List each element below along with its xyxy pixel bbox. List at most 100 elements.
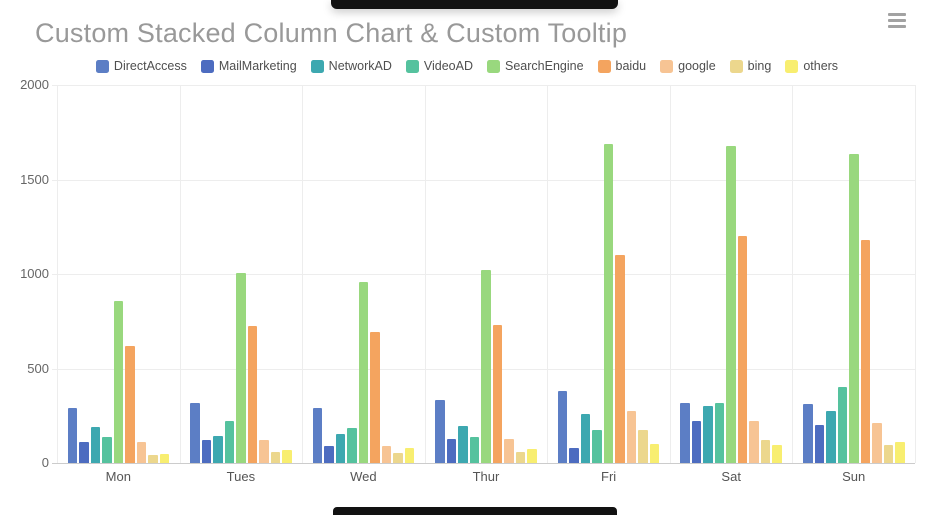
- bar-SearchEngine-Thur[interactable]: [481, 270, 491, 463]
- legend-swatch-icon: [95, 59, 109, 73]
- bar-NetworkAD-Sat[interactable]: [703, 406, 713, 463]
- legend-label: baidu: [615, 59, 647, 73]
- legend-item-VideoAD[interactable]: VideoAD: [405, 59, 473, 73]
- bar-google-Sat[interactable]: [749, 421, 759, 463]
- bar-google-Wed[interactable]: [381, 446, 392, 463]
- bar-VideoAD-Sat[interactable]: [714, 402, 725, 463]
- bar-VideoAD-Tues[interactable]: [224, 421, 235, 463]
- category-gridline: [302, 85, 304, 463]
- bar-baidu-Mon[interactable]: [125, 345, 135, 463]
- bar-NetworkAD-Thur[interactable]: [458, 426, 468, 463]
- bar-bing-Wed[interactable]: [393, 452, 403, 463]
- y-axis-label: 1000: [20, 266, 49, 281]
- bar-baidu-Sun[interactable]: [860, 240, 870, 463]
- legend-item-SearchEngine[interactable]: SearchEngine: [487, 59, 584, 73]
- legend-swatch-icon: [785, 59, 799, 73]
- bar-SearchEngine-Sun[interactable]: [849, 154, 859, 463]
- x-axis-label: Mon: [105, 469, 131, 484]
- bar-VideoAD-Mon[interactable]: [102, 436, 112, 463]
- bar-google-Thur[interactable]: [504, 439, 514, 463]
- bar-DirectAccess-Wed[interactable]: [312, 408, 323, 463]
- y-gridline: [52, 85, 915, 86]
- bar-google-Fri[interactable]: [626, 411, 637, 463]
- bar-SearchEngine-Wed[interactable]: [358, 281, 369, 463]
- legend-label: MailMarketing: [218, 59, 297, 73]
- legend-item-google[interactable]: google: [660, 59, 716, 73]
- legend-item-NetworkAD[interactable]: NetworkAD: [310, 59, 392, 73]
- bar-MailMarketing-Wed[interactable]: [324, 446, 334, 463]
- bar-bing-Tues[interactable]: [270, 451, 281, 463]
- bar-MailMarketing-Tues[interactable]: [201, 440, 212, 463]
- bar-baidu-Thur[interactable]: [492, 325, 503, 463]
- bar-google-Mon[interactable]: [136, 442, 146, 463]
- bar-DirectAccess-Fri[interactable]: [557, 391, 568, 463]
- bar-NetworkAD-Wed[interactable]: [335, 433, 346, 463]
- bar-MailMarketing-Sat[interactable]: [691, 421, 702, 463]
- bar-baidu-Wed[interactable]: [370, 331, 380, 463]
- bar-google-Tues[interactable]: [259, 440, 269, 463]
- x-axis-label: Sun: [842, 469, 866, 484]
- bar-MailMarketing-Mon[interactable]: [79, 442, 89, 463]
- bar-NetworkAD-Sun[interactable]: [826, 411, 836, 463]
- bar-bing-Sun[interactable]: [883, 445, 893, 463]
- legend-label: DirectAccess: [113, 59, 187, 73]
- bar-DirectAccess-Mon[interactable]: [67, 408, 77, 463]
- page-title: Custom Stacked Column Chart & Custom Too…: [35, 18, 628, 48]
- bar-VideoAD-Wed[interactable]: [347, 428, 357, 463]
- bar-NetworkAD-Tues[interactable]: [213, 435, 223, 463]
- category-gridline: [669, 85, 671, 463]
- bar-others-Fri[interactable]: [649, 444, 660, 463]
- y-axis-label: 500: [27, 360, 49, 376]
- bar-others-Tues[interactable]: [282, 449, 292, 463]
- bar-baidu-Sat[interactable]: [737, 236, 748, 463]
- bar-others-Sat[interactable]: [772, 445, 782, 463]
- bar-SearchEngine-Sat[interactable]: [726, 145, 736, 463]
- bar-bing-Fri[interactable]: [638, 429, 648, 463]
- bar-DirectAccess-Thur[interactable]: [435, 399, 445, 463]
- legend-item-DirectAccess[interactable]: DirectAccess: [95, 59, 187, 73]
- category-gridline: [792, 85, 794, 463]
- bar-others-Wed[interactable]: [404, 447, 415, 463]
- bar-others-Mon[interactable]: [159, 453, 169, 463]
- hamburger-menu-icon[interactable]: [888, 12, 906, 29]
- bar-NetworkAD-Fri[interactable]: [580, 413, 591, 463]
- bar-DirectAccess-Sun[interactable]: [803, 404, 813, 463]
- legend-item-baidu[interactable]: baidu: [597, 59, 647, 73]
- bar-bing-Thur[interactable]: [515, 451, 526, 463]
- hamburger-line: [888, 25, 906, 28]
- bar-VideoAD-Fri[interactable]: [592, 429, 602, 463]
- legend-label: VideoAD: [423, 59, 473, 73]
- device-notch-top: [331, 0, 618, 9]
- legend-label: others: [803, 59, 839, 73]
- bar-baidu-Fri[interactable]: [615, 255, 625, 463]
- bar-bing-Mon[interactable]: [148, 454, 158, 463]
- hamburger-line: [888, 19, 906, 22]
- bar-SearchEngine-Mon[interactable]: [113, 300, 123, 463]
- bar-DirectAccess-Sat[interactable]: [680, 402, 690, 463]
- x-axis-label: Fri: [601, 469, 617, 484]
- category-gridline: [424, 85, 426, 463]
- bar-SearchEngine-Fri[interactable]: [603, 143, 614, 463]
- legend-item-bing[interactable]: bing: [729, 59, 771, 73]
- bar-SearchEngine-Tues[interactable]: [236, 273, 246, 463]
- y-axis-label: 1500: [20, 171, 49, 187]
- legend-item-others[interactable]: others: [785, 59, 838, 73]
- y-axis-label: 2000: [20, 77, 49, 92]
- bar-MailMarketing-Sun[interactable]: [814, 425, 824, 463]
- bar-MailMarketing-Fri[interactable]: [569, 447, 579, 463]
- y-gridline: [52, 463, 915, 464]
- bar-others-Thur[interactable]: [527, 448, 537, 463]
- bar-VideoAD-Thur[interactable]: [469, 436, 480, 463]
- bar-bing-Sat[interactable]: [760, 440, 771, 463]
- bar-MailMarketing-Thur[interactable]: [446, 439, 457, 463]
- bar-DirectAccess-Tues[interactable]: [190, 402, 200, 463]
- bar-baidu-Tues[interactable]: [247, 326, 258, 463]
- category-gridline: [547, 85, 549, 463]
- bar-others-Sun[interactable]: [895, 442, 905, 463]
- legend-swatch-icon: [310, 59, 324, 73]
- bar-NetworkAD-Mon[interactable]: [90, 427, 100, 463]
- legend-item-MailMarketing[interactable]: MailMarketing: [200, 59, 297, 73]
- bar-VideoAD-Sun[interactable]: [837, 387, 847, 463]
- bar-google-Sun[interactable]: [872, 423, 882, 463]
